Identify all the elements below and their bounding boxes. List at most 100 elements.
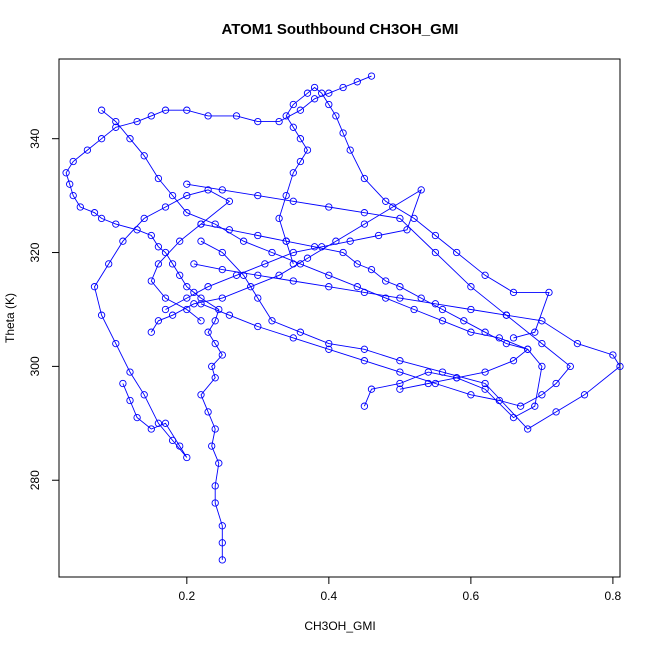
data-point (197, 317, 205, 325)
data-point (154, 317, 163, 325)
data-point (289, 169, 297, 177)
data-point (211, 482, 219, 490)
data-point (261, 260, 269, 268)
data-point (140, 214, 148, 223)
data-point (289, 248, 297, 257)
data-point (382, 197, 390, 205)
data-point (467, 305, 475, 314)
data-point (438, 305, 447, 314)
data-point (69, 191, 77, 200)
data-point (296, 106, 305, 114)
data-point (183, 283, 191, 291)
data-point (183, 180, 191, 188)
data-point (190, 300, 198, 308)
data-point (296, 135, 305, 143)
data-point (481, 271, 489, 279)
data-point (382, 294, 390, 302)
data-point (360, 174, 369, 183)
data-point (360, 345, 369, 353)
data-point (218, 556, 226, 564)
data-point (66, 180, 74, 188)
x-tick-label: 0.6 (463, 589, 480, 603)
data-point (112, 339, 120, 348)
data-point (460, 317, 468, 325)
data-point (133, 117, 141, 126)
data-point (431, 379, 440, 388)
series-line (101, 109, 543, 419)
data-point (97, 106, 106, 114)
data-point (126, 396, 134, 405)
data-point (538, 339, 546, 348)
data-point (431, 231, 440, 240)
data-point (481, 379, 489, 388)
data-point (431, 248, 440, 257)
data-point (360, 220, 369, 228)
data-point (254, 191, 262, 200)
data-point (353, 260, 361, 268)
data-point (147, 328, 155, 336)
data-point (76, 203, 84, 211)
data-point (531, 402, 539, 410)
data-point (481, 385, 489, 393)
data-point (303, 146, 312, 154)
data-point (208, 442, 216, 450)
data-point (161, 419, 170, 427)
data-point (211, 339, 219, 348)
data-point (197, 391, 205, 399)
data-point (208, 362, 216, 371)
x-axis: 0.2 0.4 0.6 0.8 (178, 576, 622, 603)
data-point (609, 351, 617, 359)
data-point (183, 191, 191, 200)
data-point (90, 209, 99, 217)
x-tick-label: 0.2 (178, 589, 195, 603)
data-point (325, 89, 333, 97)
data-point (318, 243, 326, 251)
data-point (97, 135, 106, 143)
data-point (119, 379, 127, 388)
data-point (211, 374, 219, 382)
data-point (268, 248, 276, 257)
data-point (296, 328, 305, 336)
data-point (140, 152, 148, 160)
data-point (154, 260, 163, 268)
data-point (119, 237, 127, 245)
data-point (140, 391, 148, 399)
data-point (112, 123, 120, 131)
data-point (516, 402, 525, 410)
data-point (147, 277, 155, 285)
data-point (509, 357, 518, 365)
data-point (396, 283, 404, 291)
data-point (289, 197, 297, 205)
series-line (94, 189, 231, 458)
data-point (396, 214, 404, 223)
data-point (325, 271, 333, 279)
data-point (310, 95, 319, 103)
series-line (193, 240, 621, 430)
data-point (225, 197, 234, 205)
data-point (296, 157, 305, 166)
data-point (218, 186, 226, 194)
data-point (154, 174, 163, 183)
data-point (325, 345, 333, 353)
data-point (218, 294, 226, 302)
data-point (218, 248, 226, 257)
data-point (509, 334, 518, 342)
data-point (232, 271, 241, 279)
data-point (147, 112, 155, 120)
data-point (254, 322, 262, 331)
data-point (367, 72, 376, 80)
data-point (204, 283, 212, 291)
data-point (105, 260, 113, 268)
data-point (467, 283, 475, 291)
data-point (161, 203, 170, 211)
data-point (495, 396, 503, 405)
series-line (200, 223, 529, 390)
data-point (161, 305, 170, 314)
data-point (531, 328, 539, 336)
data-point (176, 271, 184, 279)
data-point (524, 345, 532, 353)
data-point (218, 351, 226, 359)
data-point (481, 368, 489, 376)
data-point (232, 112, 241, 120)
